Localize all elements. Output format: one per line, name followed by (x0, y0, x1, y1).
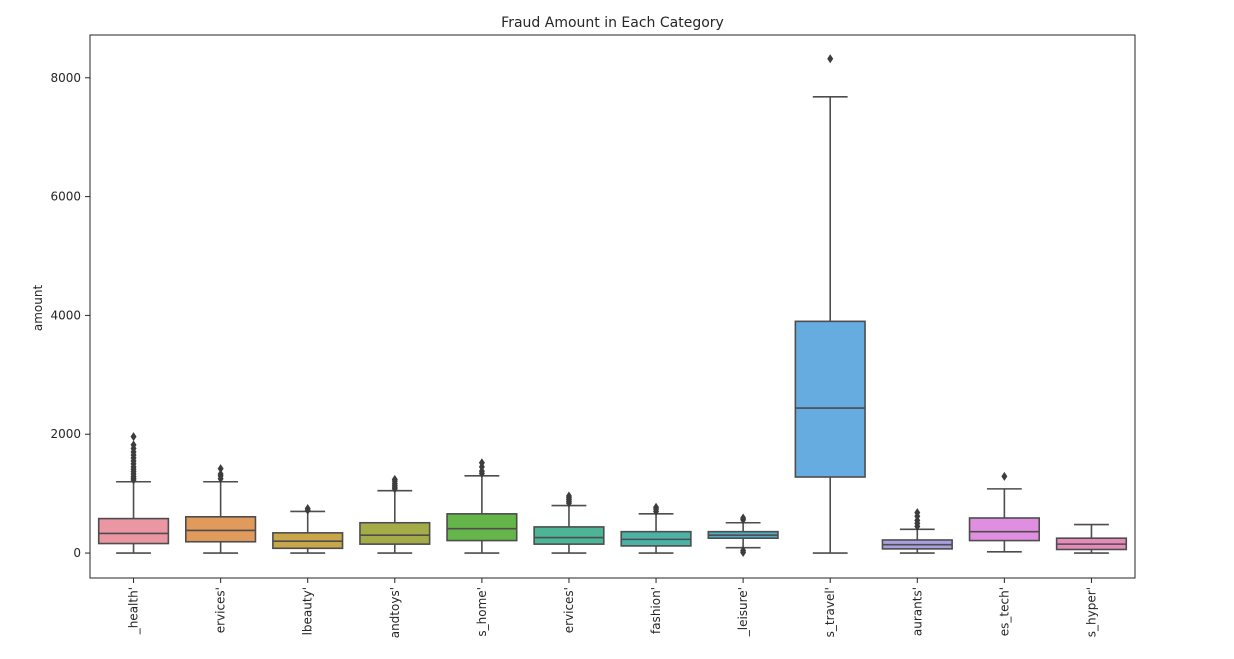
x-tick-label: s_travel' (823, 587, 837, 637)
interquartile-box (794, 320, 866, 478)
outlier-point (565, 491, 572, 501)
box-2 (184, 464, 257, 554)
x-tick-label: _health' (127, 587, 141, 635)
outlier-point (130, 432, 137, 442)
x-tick-label: s_hyper' (1084, 587, 1098, 637)
outlier-point (827, 54, 834, 64)
y-tick-label: 2000 (50, 427, 81, 441)
interquartile-box (968, 517, 1041, 542)
y-tick-label: 6000 (50, 190, 81, 204)
interquartile-box (446, 513, 518, 542)
box-7 (620, 502, 692, 554)
outlier-point (478, 458, 485, 468)
y-tick-label: 8000 (50, 71, 81, 85)
outlier-point (304, 503, 311, 513)
box-11 (968, 471, 1041, 553)
y-tick-label: 4000 (50, 308, 81, 322)
outlier-point (740, 546, 747, 556)
outlier-point (217, 469, 224, 479)
box-5 (446, 458, 518, 554)
x-axis-ticks: _health' ervices' lbeauty' andtoys' s_home' e… (127, 578, 1098, 638)
box-3 (272, 503, 344, 554)
y-axis-label: amount (31, 285, 45, 332)
outlier-point (217, 464, 224, 474)
box-12 (1055, 523, 1128, 554)
chart-title: Fraud Amount in Each Category (501, 15, 724, 31)
interquartile-box (97, 517, 170, 545)
outlier-point (653, 502, 660, 512)
outlier-point (391, 474, 398, 484)
y-axis-ticks: 0 2000 4000 6000 8000 (50, 71, 90, 560)
x-tick-label: ervices' (562, 587, 576, 633)
y-tick-label: 0 (73, 546, 81, 560)
box-8 (707, 513, 779, 557)
outlier-point (130, 440, 137, 450)
box-10 (881, 508, 953, 554)
interquartile-box (184, 516, 257, 543)
x-tick-label: fashion' (649, 587, 663, 634)
outlier-point (1001, 471, 1008, 481)
outlier-point (740, 513, 747, 523)
box-6 (533, 491, 605, 554)
interquartile-box (533, 526, 605, 545)
outlier-point (914, 508, 921, 518)
x-tick-label: aurants' (910, 587, 924, 636)
box-4 (359, 474, 431, 554)
box-1 (97, 432, 170, 554)
x-tick-label: ervices' (214, 587, 228, 633)
box-9 (794, 54, 866, 554)
plot-area-frame (89, 34, 1136, 579)
box-series (97, 54, 1128, 557)
x-tick-label: _leisure' (736, 587, 750, 637)
x-tick-label: s_home' (475, 587, 489, 637)
x-tick-label: lbeauty' (301, 587, 315, 635)
interquartile-box (359, 521, 431, 545)
x-tick-label: es_tech' (997, 587, 1011, 636)
x-tick-label: andtoys' (388, 587, 402, 638)
